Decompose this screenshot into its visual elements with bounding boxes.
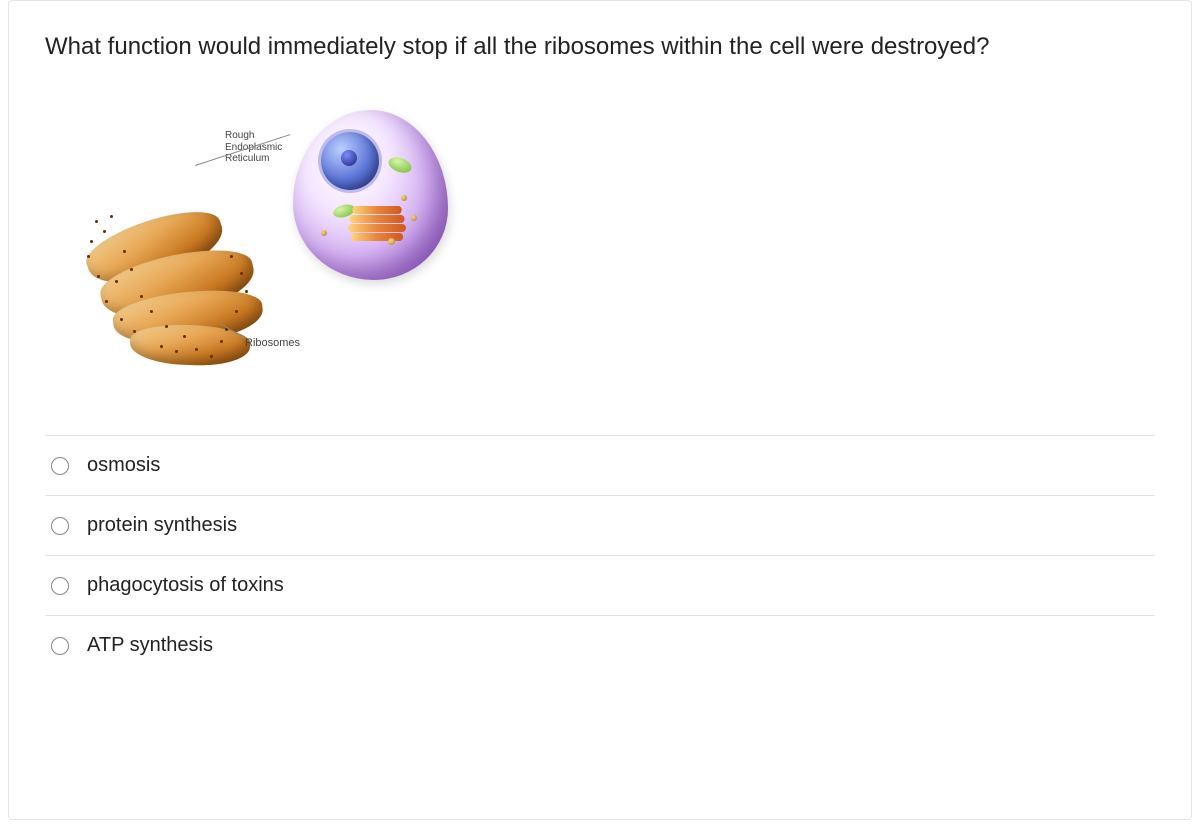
mitochondrion [386, 154, 413, 175]
option-phagocytosis[interactable]: phagocytosis of toxins [45, 556, 1155, 616]
option-protein-synthesis[interactable]: protein synthesis [45, 496, 1155, 556]
ribosome-dot [115, 280, 118, 283]
ribosome-dot [105, 300, 108, 303]
radio-icon[interactable] [51, 517, 69, 535]
ribosome-dot [130, 268, 133, 271]
ribosome-dot [165, 325, 168, 328]
option-osmosis[interactable]: osmosis [45, 436, 1155, 496]
ribosome-dot [160, 345, 163, 348]
option-label: protein synthesis [87, 514, 237, 537]
ribosome-dot [230, 255, 233, 258]
vesicle [401, 195, 407, 201]
ribosome-dot [123, 250, 126, 253]
vesicle [411, 215, 417, 221]
cell-diagram: Rough Endoplasmic Reticulum [55, 105, 475, 395]
ribosome-dot [210, 355, 213, 358]
option-label: osmosis [87, 454, 160, 477]
ribosome-dot [175, 350, 178, 353]
whole-cell-illustration [293, 110, 448, 280]
nucleolus [341, 150, 357, 166]
ribosome-dot [120, 318, 123, 321]
ribosome-dot [97, 275, 100, 278]
label-ribosomes: Ribosomes [245, 337, 300, 349]
ribosome-dot [110, 215, 113, 218]
vesicle [388, 238, 395, 245]
ribosome-dot [245, 290, 248, 293]
radio-icon[interactable] [51, 577, 69, 595]
ribosome-dot [140, 295, 143, 298]
answer-options: osmosis protein synthesis phagocytosis o… [45, 435, 1155, 675]
ribosome-dot [183, 335, 186, 338]
option-atp-synthesis[interactable]: ATP synthesis [45, 616, 1155, 675]
ribosome-dot [240, 272, 243, 275]
ribosome-dot [95, 220, 98, 223]
option-label: phagocytosis of toxins [87, 574, 284, 597]
option-label: ATP synthesis [87, 634, 213, 657]
golgi-sac [349, 215, 404, 223]
ribosome-dot [195, 348, 198, 351]
ribosome-dot [150, 310, 153, 313]
golgi-sac [352, 206, 401, 214]
cell-membrane-cytoplasm [293, 110, 448, 280]
ribosome-dot [87, 255, 90, 258]
golgi-sac [351, 233, 403, 241]
ribosome-dot [103, 230, 106, 233]
ribosome-dot [235, 310, 238, 313]
radio-icon[interactable] [51, 637, 69, 655]
question-card: What function would immediately stop if … [8, 0, 1192, 820]
vesicle [321, 230, 327, 236]
question-text: What function would immediately stop if … [45, 29, 1155, 65]
ribosome-dot [133, 330, 136, 333]
golgi-sac [348, 224, 406, 232]
radio-icon[interactable] [51, 457, 69, 475]
golgi-apparatus [348, 206, 406, 242]
ribosome-dot [90, 240, 93, 243]
